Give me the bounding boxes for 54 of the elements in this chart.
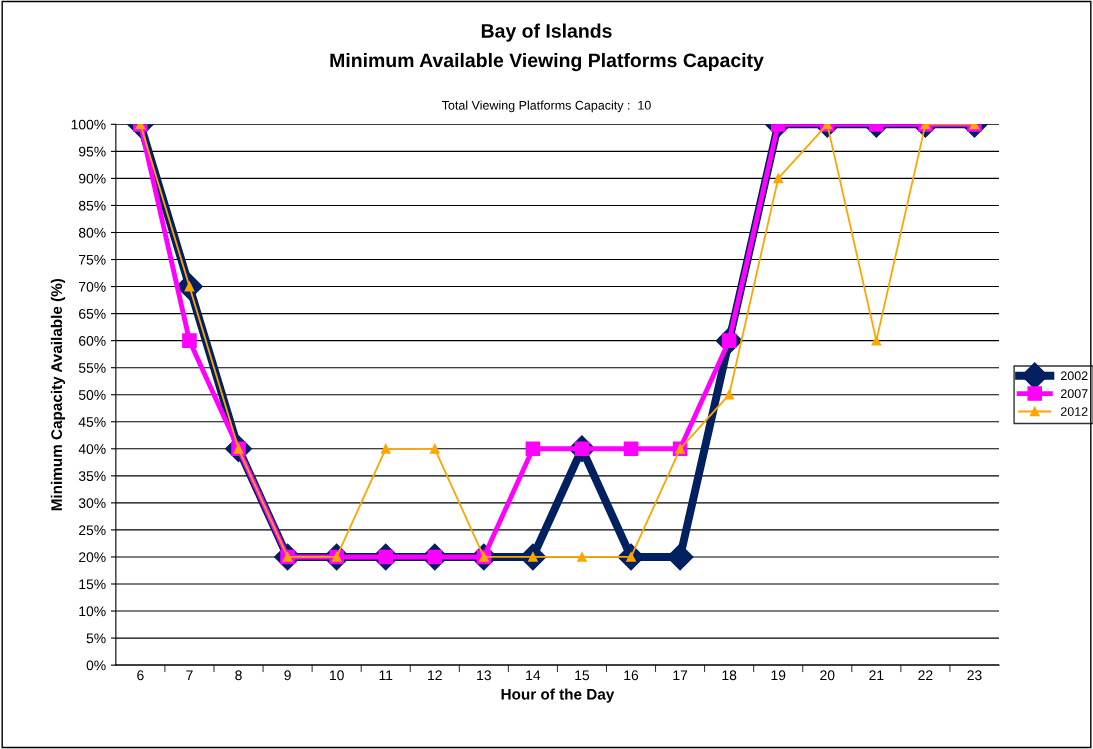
- y-tick-label: 0%: [86, 660, 106, 671]
- x-tick-label: 6: [137, 670, 144, 681]
- x-tick-label: 16: [624, 670, 639, 681]
- x-tick-label: 11: [379, 670, 393, 681]
- y-tick-label: 100%: [71, 119, 106, 130]
- y-tick-label: 20%: [79, 552, 106, 563]
- point: [871, 335, 882, 346]
- x-tick-label: 7: [186, 670, 193, 681]
- x-tick-label: 19: [771, 670, 786, 681]
- point: [577, 552, 587, 562]
- x-tick-label: 14: [526, 670, 541, 681]
- x-tick-label: 9: [284, 670, 291, 681]
- x-tick-label: 22: [918, 670, 933, 681]
- point: [525, 441, 541, 457]
- y-tick-label: 60%: [79, 335, 106, 346]
- y-tick-label: 10%: [79, 606, 106, 617]
- y-tick-label: 30%: [78, 498, 106, 509]
- legend-label: 2007: [1060, 389, 1088, 399]
- y-tick-label: 65%: [79, 308, 106, 319]
- x-tick-label: 8: [235, 670, 242, 681]
- y-tick-label: 55%: [78, 363, 106, 373]
- x-tick-label: 12: [428, 670, 442, 681]
- chart-title: Bay of Islands Minimum Available Viewing Platforms Capacity: [330, 23, 764, 72]
- y-tick-label: 80%: [78, 227, 106, 238]
- point: [182, 333, 197, 348]
- y-tick-label: 85%: [78, 200, 106, 211]
- point: [623, 441, 639, 457]
- point: [724, 389, 735, 400]
- x-tick-label: 20: [820, 670, 835, 681]
- y-tick-label: 5%: [86, 633, 106, 644]
- legend-label: 2012: [1060, 407, 1088, 416]
- chart-subtitle: Total Viewing Platforms Capacity : 10: [441, 100, 651, 113]
- y-tick-label: 70%: [79, 281, 106, 292]
- y-tick-label: 35%: [78, 471, 106, 482]
- y-tick-label: 45%: [78, 417, 106, 427]
- y-tick-label: 15%: [79, 579, 106, 590]
- x-tick-label: 18: [722, 670, 737, 681]
- x-tick-label: 21: [869, 670, 884, 681]
- x-tick-label: 15: [575, 670, 590, 681]
- point: [380, 443, 391, 454]
- y-tick-label: 40%: [78, 444, 106, 454]
- x-tick-label: 13: [477, 670, 491, 681]
- x-axis-title: Hour of the Day: [501, 688, 615, 703]
- x-tick-label: 10: [329, 670, 344, 681]
- x-tick-label: 17: [673, 670, 688, 681]
- y-axis-title: Minimum Capacity Available (%): [50, 278, 66, 511]
- legend-label: 2002: [1060, 371, 1088, 381]
- y-tick-label: 75%: [79, 254, 106, 265]
- y-tick-label: 95%: [78, 146, 106, 157]
- y-tick-label: 90%: [78, 173, 106, 184]
- y-tick-label: 50%: [78, 390, 106, 400]
- point: [429, 443, 440, 454]
- x-tick-label: 23: [967, 670, 982, 681]
- y-tick-label: 25%: [79, 525, 106, 536]
